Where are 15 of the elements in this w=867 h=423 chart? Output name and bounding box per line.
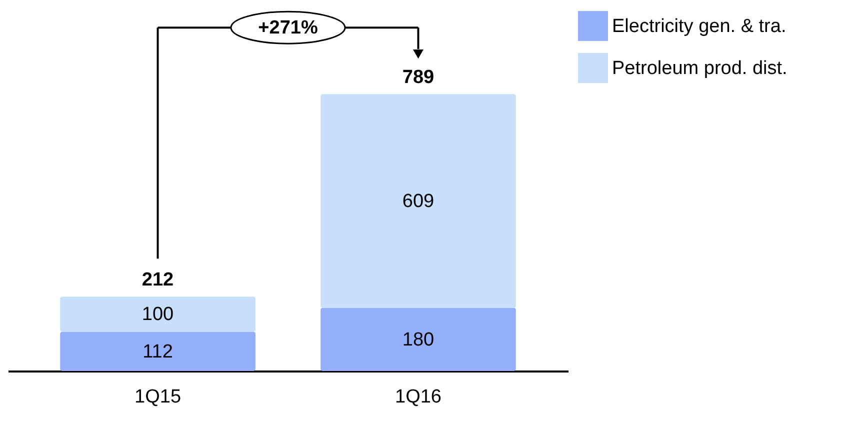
legend-label: Petroleum prod. dist. <box>612 58 788 79</box>
total-label: 789 <box>402 67 434 88</box>
data-label: 112 <box>142 341 173 362</box>
data-label: 180 <box>402 329 434 350</box>
bar <box>320 94 516 308</box>
x-tick-label: 1Q16 <box>394 386 442 408</box>
bar <box>320 308 516 371</box>
bar <box>60 296 256 332</box>
data-label: 609 <box>402 190 434 212</box>
text: +271% <box>258 18 318 39</box>
legend-label: Electricity gen. & tra. <box>612 16 786 37</box>
data-label: 100 <box>142 304 174 326</box>
total-label: 212 <box>142 270 174 291</box>
bar <box>60 332 256 371</box>
x-tick-label: 1Q15 <box>134 386 182 408</box>
